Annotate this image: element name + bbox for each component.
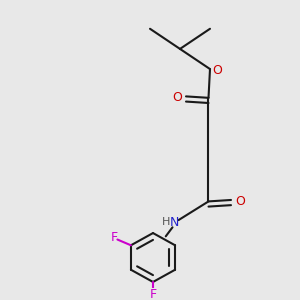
Text: O: O <box>172 91 182 104</box>
Text: O: O <box>213 64 222 77</box>
Text: O: O <box>235 195 245 208</box>
Text: H: H <box>162 217 171 226</box>
Text: F: F <box>111 231 118 244</box>
Text: N: N <box>169 217 179 230</box>
Text: F: F <box>149 288 157 300</box>
